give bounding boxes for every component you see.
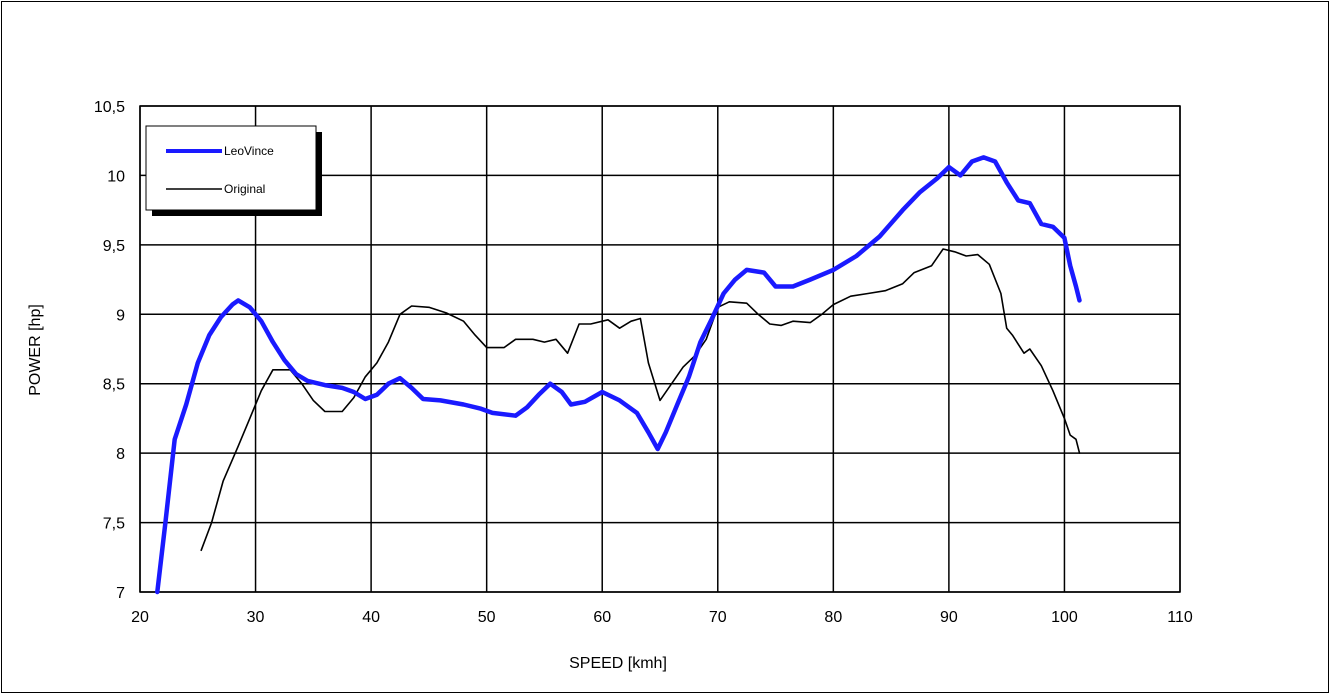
legend-label-original: Original [224,182,265,196]
series-line-leovince [155,155,1082,595]
x-tick-label: 50 [478,609,496,626]
y-tick-label: 8,5 [103,377,125,394]
x-axis-label: SPEED [kmh] [569,655,667,672]
x-tick-label: 90 [940,609,958,626]
y-tick-label: 7 [116,585,125,602]
y-axis-label: POWER [hp] [27,304,44,396]
y-tick-label: 10,5 [94,99,125,116]
x-tick-label: 30 [247,609,265,626]
x-tick-label: 100 [1051,609,1078,626]
y-tick-label: 9,5 [103,238,125,255]
legend: LeoVince Original [145,125,322,216]
y-tick-label: 8 [116,446,125,463]
x-tick-label: 80 [824,609,842,626]
x-tick-label: 70 [709,609,727,626]
plot-area [139,105,1181,593]
x-tick-label: 60 [593,609,611,626]
legend-label-leovince: LeoVince [224,144,274,158]
y-tick-label: 10 [107,168,125,185]
x-tick-label: 20 [131,609,149,626]
tick-labels: 20 30 40 50 60 70 80 90 100 110 7 7,5 8 8,5 9 9,5 10 10,5 [94,99,1193,626]
series-line-original [200,248,1081,552]
series-lines [155,155,1082,595]
x-tick-label: 110 [1167,609,1193,626]
y-tick-label: 7,5 [103,516,125,533]
y-tick-label: 9 [116,307,125,324]
x-tick-label: 40 [362,609,380,626]
